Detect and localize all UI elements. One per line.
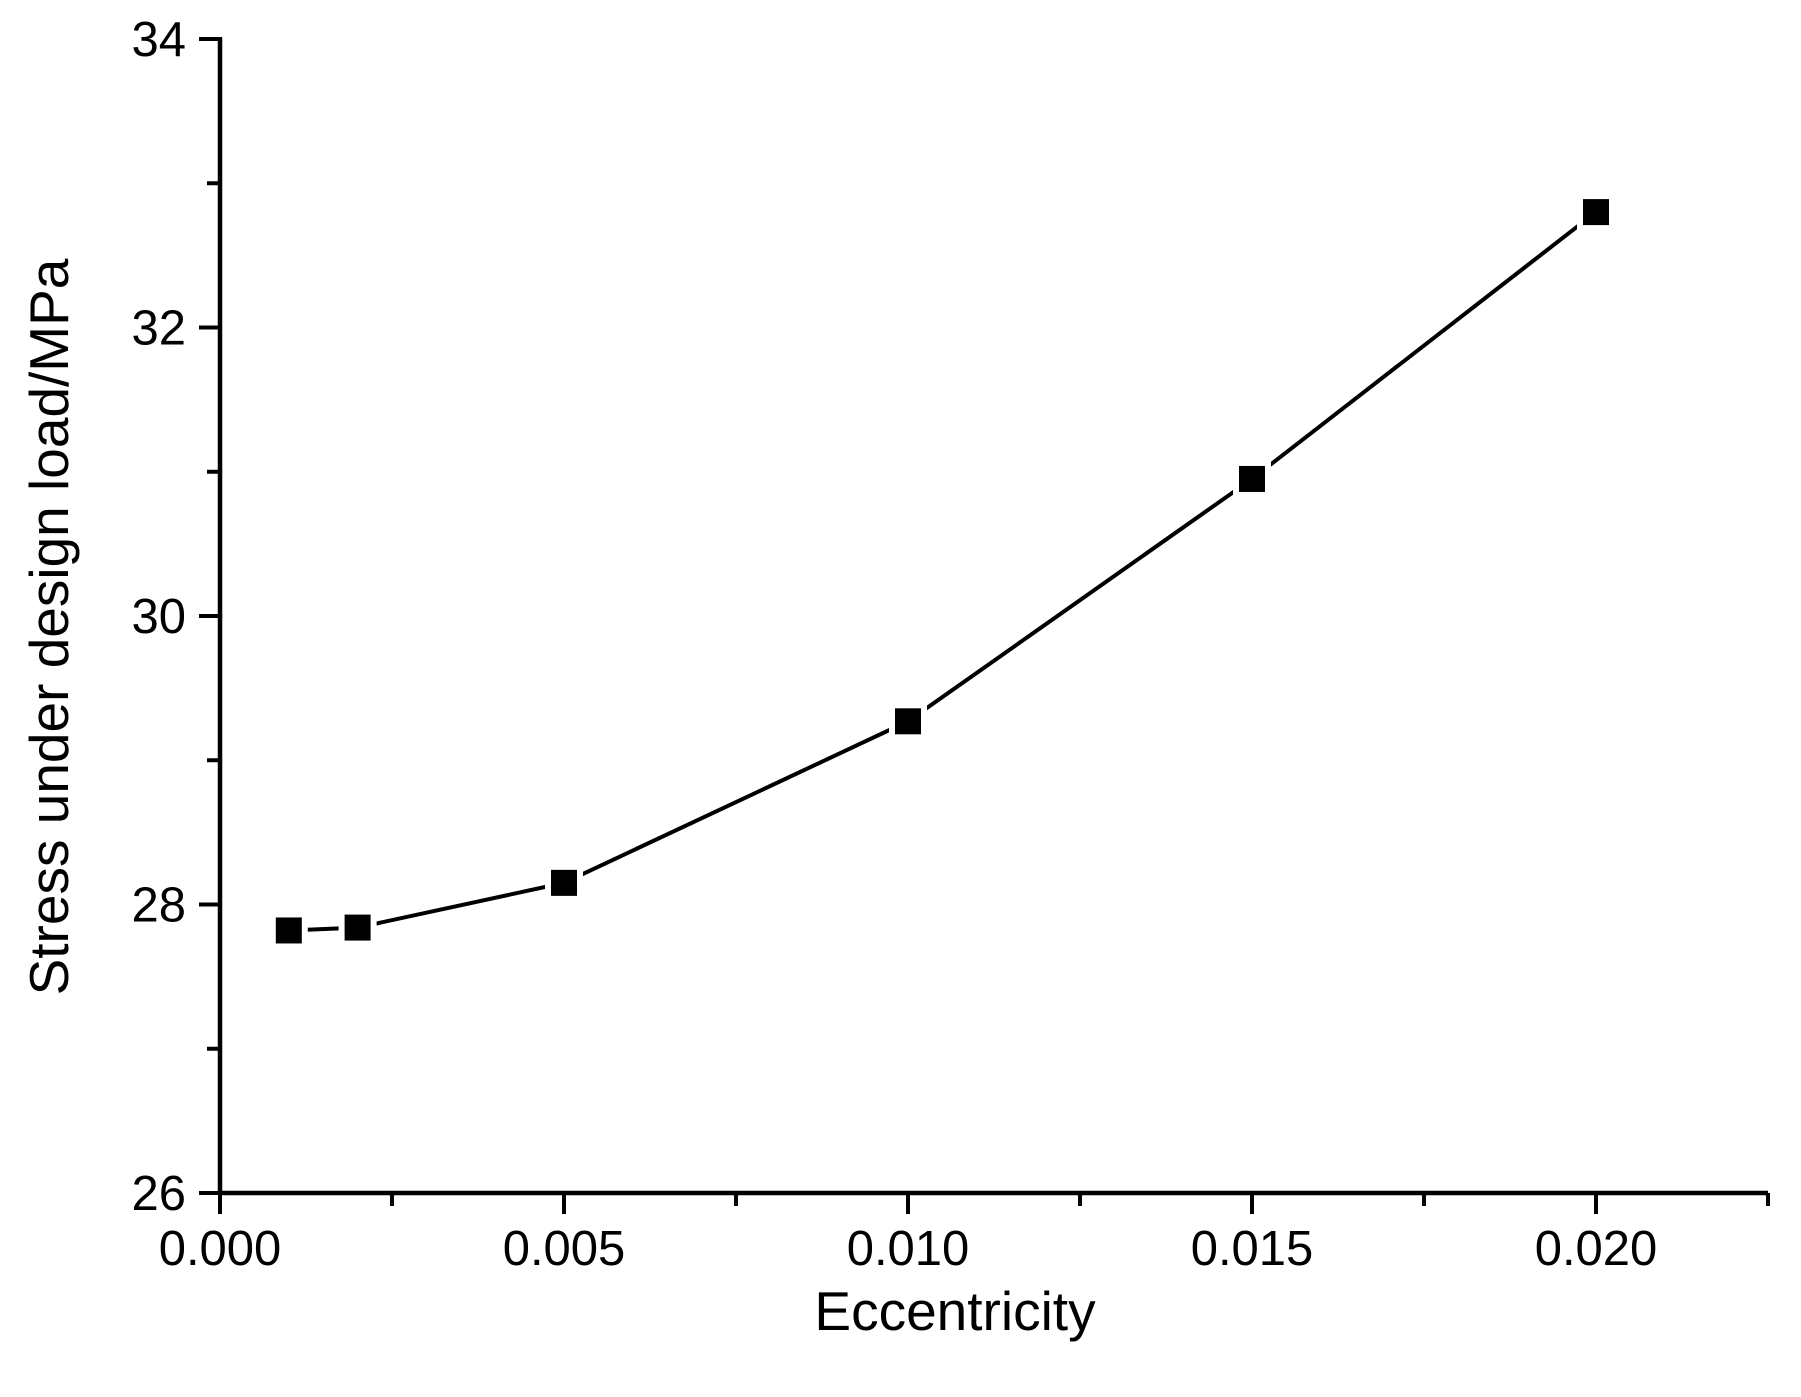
series-layer [269,193,1615,950]
x-tick-label: 0.005 [503,1222,626,1276]
x-tick-label: 0.000 [159,1222,282,1276]
x-tick-label: 0.010 [847,1222,970,1276]
data-point-marker [895,708,921,735]
y-tick-label: 26 [131,1167,186,1221]
y-tick-label: 34 [131,13,186,67]
y-tick-label: 30 [131,590,186,644]
y-tick-label: 32 [131,302,186,356]
y-axis-title: Stress under design load/MPa [18,258,80,995]
ticks-layer [199,37,1770,1214]
tick-labels-layer: 0.000 0.005 0.010 0.015 0.020 26 28 30 32 34 [131,13,1657,1276]
y-tick-label: 28 [131,879,186,933]
data-point-marker [551,869,577,896]
data-point-marker [344,914,371,941]
data-point-marker [275,917,302,944]
data-point-marker [1583,199,1609,226]
x-axis-title: Eccentricity [814,1280,1096,1342]
x-tick-label: 0.015 [1191,1222,1314,1276]
data-line [288,210,1598,933]
axes-layer [217,37,1768,1196]
data-point-marker [1239,465,1265,492]
x-tick-label: 0.020 [1535,1222,1658,1276]
